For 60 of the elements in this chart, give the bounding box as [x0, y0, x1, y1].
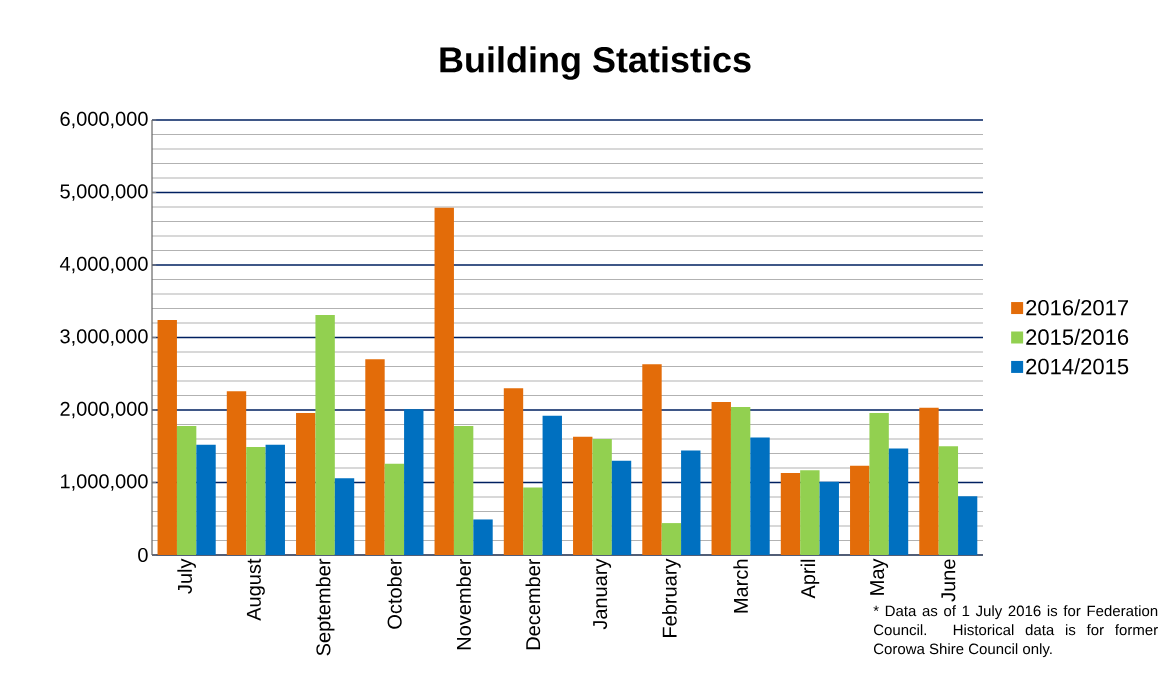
- y-tick-label: 5,000,000: [60, 184, 148, 201]
- bar: [800, 470, 820, 555]
- bar: [246, 446, 266, 555]
- x-tick-label: December: [525, 558, 541, 650]
- legend-label: 2016/2017: [1026, 299, 1128, 316]
- bar: [365, 359, 385, 555]
- text: * Data as of 1 July 2016 is for Federation Council. Historical data is for former Corowa Shire Council only.: [873, 605, 1158, 658]
- bar: [334, 478, 355, 555]
- x-tick-label: June: [941, 559, 956, 602]
- x-tick-label: August: [246, 558, 265, 621]
- legend-label: 2014/2015: [1026, 358, 1129, 375]
- x-tick-label: January: [593, 558, 612, 630]
- bar: [265, 444, 285, 555]
- legend-label: 2015/2016: [1026, 328, 1129, 345]
- bar: [661, 523, 682, 555]
- bar: [592, 438, 612, 555]
- bar: [315, 315, 335, 555]
- bar: [523, 487, 543, 555]
- bar: [888, 448, 909, 555]
- x-tick-label: September: [315, 558, 335, 656]
- bar: [642, 364, 662, 555]
- x-tick-label: April: [800, 559, 820, 599]
- bar: [503, 388, 524, 555]
- y-tick-label: 0: [138, 547, 148, 563]
- y-tick-label: 1,000,000: [61, 474, 148, 491]
- x-tick-label: October: [387, 558, 402, 629]
- bar: [938, 446, 959, 555]
- x-tick-label: March: [733, 559, 748, 613]
- x-tick-label: November: [456, 558, 471, 650]
- bar: [453, 425, 474, 555]
- bar: [196, 444, 216, 555]
- y-tick-label: 6,000,000: [60, 111, 148, 129]
- bar: [573, 436, 593, 555]
- bar: [611, 460, 632, 555]
- bar: [711, 402, 731, 555]
- bar: [542, 415, 562, 555]
- bar: [919, 407, 939, 555]
- bar: [473, 519, 493, 555]
- y-tick-label: 4,000,000: [59, 256, 148, 274]
- x-tick-label: July: [177, 558, 196, 594]
- x-tick-label: May: [870, 558, 889, 595]
- bar: [176, 425, 197, 555]
- bar: [750, 437, 770, 555]
- y-tick-label: 2,000,000: [60, 401, 148, 419]
- bar: [296, 412, 316, 555]
- bar: [434, 207, 454, 555]
- bar: [819, 481, 839, 555]
- chart-title: Building Statistics: [440, 46, 751, 80]
- bar: [384, 463, 405, 555]
- bar: [157, 320, 177, 555]
- bar: [730, 407, 751, 555]
- bar: [226, 391, 247, 555]
- bar: [850, 465, 870, 555]
- bar: [780, 473, 801, 555]
- bar: [869, 412, 889, 555]
- x-tick-label: February: [662, 558, 681, 637]
- bar: [404, 409, 424, 555]
- bar: [681, 450, 701, 555]
- y-tick-label: 3,000,000: [60, 329, 148, 346]
- bar: [958, 496, 978, 555]
